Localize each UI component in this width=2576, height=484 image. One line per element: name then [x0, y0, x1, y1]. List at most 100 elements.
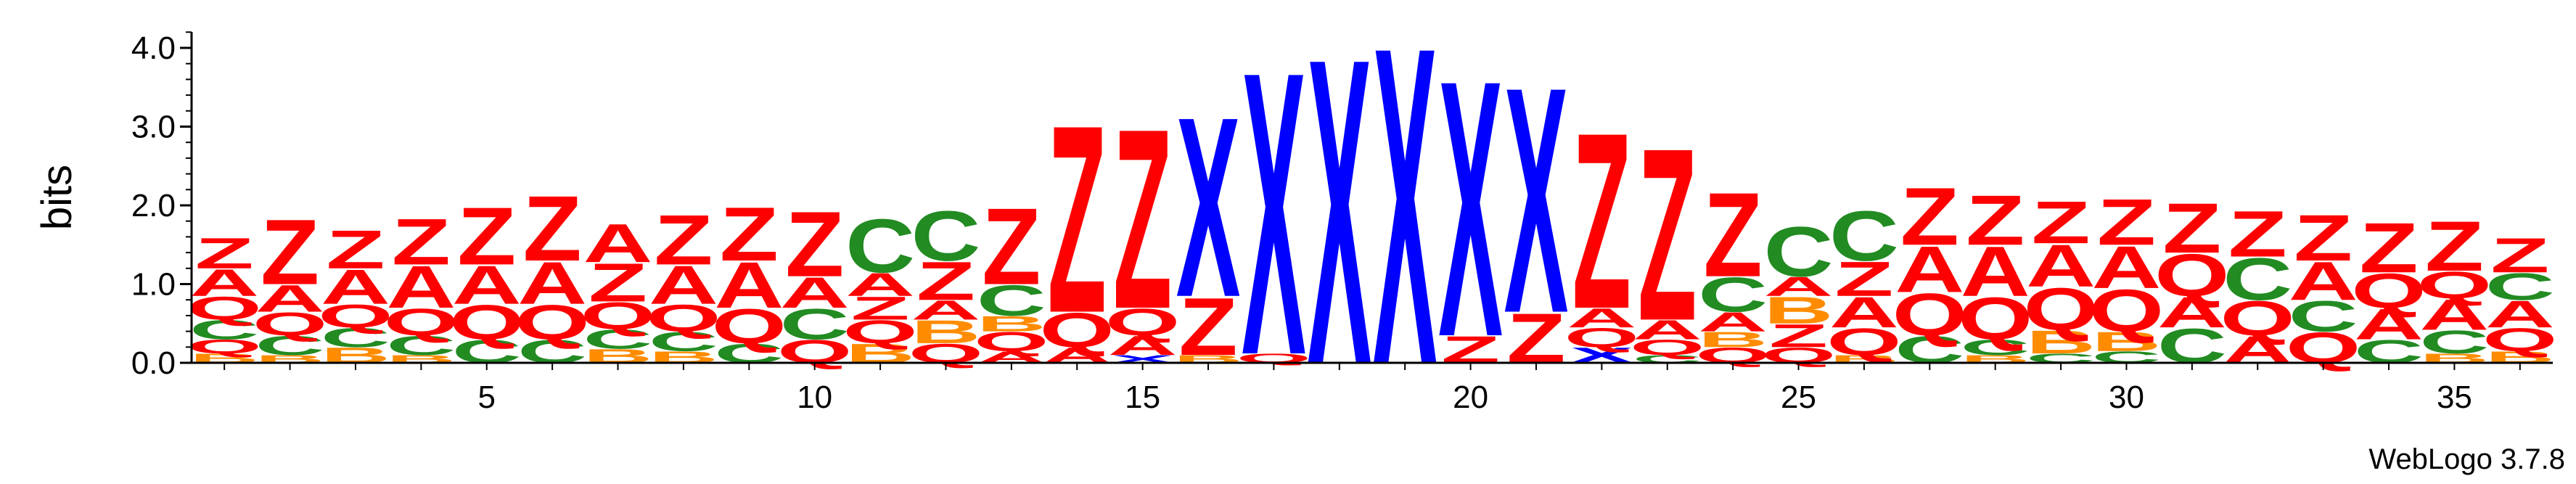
- logo-letter-a: A: [649, 254, 718, 315]
- logo-letter-a: A: [1698, 307, 1768, 337]
- logo-letter-c: C: [2289, 292, 2358, 340]
- logo-letter-q: Q: [1826, 321, 1901, 363]
- logo-letter-a: A: [1764, 271, 1834, 302]
- logo-letter-z: Z: [654, 200, 713, 279]
- logo-letter-q: Q: [2351, 264, 2426, 319]
- logo-letter-q: Q: [2417, 264, 2492, 306]
- logo-letter-z: Z: [1113, 75, 1172, 363]
- logo-letter-a: A: [1895, 233, 1964, 306]
- logo-letter-b: B: [2092, 327, 2162, 357]
- logo-letter-q: Q: [1105, 301, 1180, 343]
- logo-letter-z: Z: [1178, 281, 1237, 372]
- weblogo-credit: WebLogo 3.7.8: [2368, 443, 2565, 475]
- logo-letter-z: Z: [2032, 189, 2091, 256]
- logo-letter-c: C: [780, 300, 850, 348]
- logo-letter-q: Q: [2089, 277, 2164, 344]
- y-tick-label: 3.0: [131, 110, 176, 145]
- logo-letter-a: A: [2289, 250, 2358, 311]
- logo-letter-z: Z: [1834, 252, 1893, 306]
- logo-letter-z: Z: [785, 192, 844, 296]
- logo-letter-q: Q: [514, 295, 589, 350]
- logo-letter-b: B: [1764, 290, 1834, 332]
- logo-letter-c: C: [386, 330, 456, 361]
- logo-letter-q: Q: [646, 298, 721, 340]
- logo-letter-z: Z: [982, 186, 1041, 308]
- logo-letter-a: A: [452, 254, 522, 315]
- logo-letter-a: A: [2157, 288, 2227, 337]
- logo-letter-a: A: [845, 266, 915, 303]
- logo-letter-c: C: [321, 322, 390, 353]
- logo-letter-c: C: [1764, 212, 1834, 292]
- logo-letter-a: A: [2419, 290, 2489, 339]
- logo-letter-x: X: [1438, 5, 1503, 414]
- logo-letter-c: C: [189, 314, 259, 345]
- logo-letter-x: X: [1242, 0, 1306, 439]
- logo-letter-a: A: [780, 268, 850, 317]
- logo-letter-z: Z: [261, 200, 319, 304]
- logo-letter-q: Q: [1040, 303, 1115, 358]
- logo-letter-z: Z: [195, 229, 254, 277]
- logo-letter-a: A: [1108, 330, 1178, 361]
- logo-letter-z: Z: [2490, 229, 2549, 283]
- logo-letter-q: Q: [1958, 285, 2033, 352]
- logo-letter-q: Q: [2154, 242, 2229, 309]
- logo-letter-q: Q: [1892, 282, 1967, 348]
- logo-stacks: BQCQAZBCQAZBCQAZBCQAZCQAZCQAZBCQZABCQAZC…: [187, 0, 2558, 459]
- logo-letter-x: X: [1373, 0, 1437, 459]
- x-tick-label: 20: [1453, 380, 1488, 415]
- logo-letter-z: Z: [916, 250, 975, 311]
- logo-letter-q: Q: [581, 295, 655, 337]
- logo-letter-a: A: [1961, 231, 2030, 311]
- x-tick-label: 5: [478, 380, 496, 415]
- logo-letter-z: Z: [392, 205, 451, 279]
- logo-letter-c: C: [255, 330, 325, 361]
- logo-letter-q: Q: [253, 305, 327, 343]
- y-ticks: 0.0 1.0 2.0 3.0 4.0: [131, 30, 192, 381]
- logo-letter-c: C: [2223, 246, 2292, 313]
- logo-letter-z: Z: [2359, 208, 2418, 287]
- logo-letter-c: C: [2485, 266, 2555, 308]
- logo-letter-a: A: [189, 262, 259, 304]
- logo-letter-z: Z: [457, 191, 516, 282]
- logo-letter-z: Z: [2294, 202, 2353, 275]
- logo-letter-c: C: [1829, 196, 1899, 276]
- logo-letter-q: Q: [1564, 322, 1639, 353]
- logo-letter-z: Z: [2162, 188, 2221, 268]
- logo-letter-q: Q: [974, 327, 1049, 357]
- logo-letter-z: Z: [2097, 186, 2156, 259]
- logo-letter-z: Z: [720, 192, 779, 277]
- x-tick-label: 30: [2109, 380, 2144, 415]
- logo-letter-z: Z: [1900, 171, 1959, 263]
- logo-letter-c: C: [649, 327, 718, 357]
- axes: 0.0 1.0 2.0 3.0 4.0 5 10 15 20 25 30 35: [131, 30, 2553, 415]
- logo-letter-z: Z: [1638, 97, 1697, 372]
- logo-letter-c: C: [1961, 335, 2030, 359]
- x-tick-label: 25: [1781, 380, 1816, 415]
- logo-letter-z: Z: [1704, 168, 1763, 302]
- logo-letter-a: A: [2026, 233, 2096, 300]
- logo-letter-a: A: [255, 278, 325, 320]
- logo-letter-x: X: [1504, 20, 1569, 380]
- x-tick-label: 10: [797, 380, 832, 415]
- y-axis-title: bits: [33, 165, 81, 230]
- logo-letter-c: C: [845, 203, 915, 289]
- logo-letter-c: C: [977, 276, 1046, 325]
- logo-letter-b: B: [911, 313, 981, 350]
- logo-letter-q: Q: [318, 298, 393, 335]
- logo-letter-a: A: [714, 249, 784, 322]
- logo-letter-c: C: [2419, 324, 2489, 361]
- logo-letter-a: A: [321, 260, 390, 314]
- x-ticks: 5 10 15 20 25 30 35: [223, 363, 2521, 415]
- logo-letter-z: Z: [523, 176, 582, 280]
- logo-letter-a: A: [2485, 293, 2555, 335]
- logo-letter-b: B: [2026, 324, 2096, 361]
- logo-letter-c: C: [583, 324, 653, 355]
- logo-letter-z: Z: [1966, 180, 2025, 260]
- logo-letter-z: Z: [1572, 80, 1631, 361]
- logo-letter-z: Z: [1769, 318, 1828, 355]
- logo-letter-x: X: [1308, 0, 1372, 456]
- x-tick-label: 15: [1125, 380, 1160, 415]
- logo-letter-a: A: [386, 254, 456, 321]
- logo-letter-q: Q: [712, 299, 787, 353]
